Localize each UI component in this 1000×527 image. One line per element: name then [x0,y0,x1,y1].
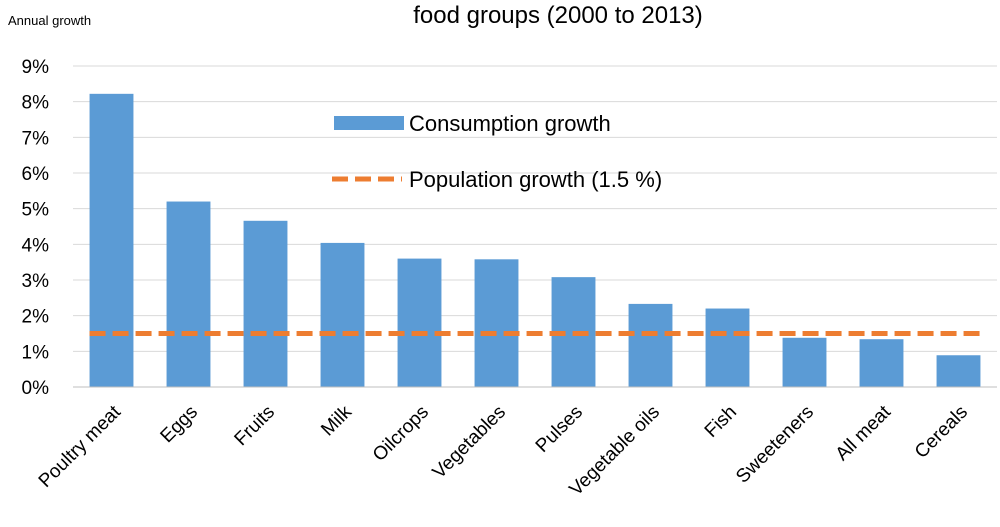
bar [166,201,211,387]
category-labels: Poultry meat Eggs Fruits Milk OilcropsVegeta… [35,401,972,500]
bar [782,337,827,387]
y-tick-label: 3% [22,271,50,292]
y-tick-label: 6% [22,164,50,185]
bar [320,242,365,387]
y-axis-label: Annual growth [8,13,91,28]
y-tick-label: 4% [22,235,50,256]
x-tick-label: Milk [317,401,356,440]
bar [89,93,134,387]
x-tick-label: Pulses [532,402,587,457]
legend: Consumption growth Population growth (1.… [332,111,662,192]
y-tick-label: 9% [22,57,50,78]
x-tick-label: Fruits [231,402,279,450]
x-tick-label: Cereals [911,402,972,463]
bar [705,308,750,387]
x-tick-label: Oilcrops [369,402,433,466]
legend-label-population: Population growth (1.5 %) [409,167,662,192]
gridlines [73,65,997,352]
x-tick-label: Poultry meat [35,401,126,492]
x-tick-label: Fish [701,402,741,442]
legend-label-consumption: Consumption growth [409,111,611,136]
bar [628,303,673,387]
bar [397,258,442,387]
x-tick-label: Vegetables [429,402,510,483]
x-tick-label: Sweeteners [732,402,818,488]
bar [859,339,904,387]
bars [89,93,981,387]
y-tick-label: 7% [22,128,50,149]
x-tick-label: Eggs [157,402,202,447]
y-axis-ticks: 0% 1% 2% 3% 4% 5% 6% 7% 8% 9% [22,57,50,399]
y-tick-label: 5% [22,200,50,221]
bar [936,355,981,387]
y-tick-label: 1% [22,342,50,363]
chart-title: food groups (2000 to 2013) [413,2,703,29]
bar [243,220,288,387]
y-tick-label: 0% [22,378,50,399]
y-tick-label: 8% [22,93,50,114]
legend-swatch-consumption [334,116,404,130]
bar [474,259,519,387]
y-tick-label: 2% [22,307,50,328]
x-tick-label: All meat [832,401,896,465]
